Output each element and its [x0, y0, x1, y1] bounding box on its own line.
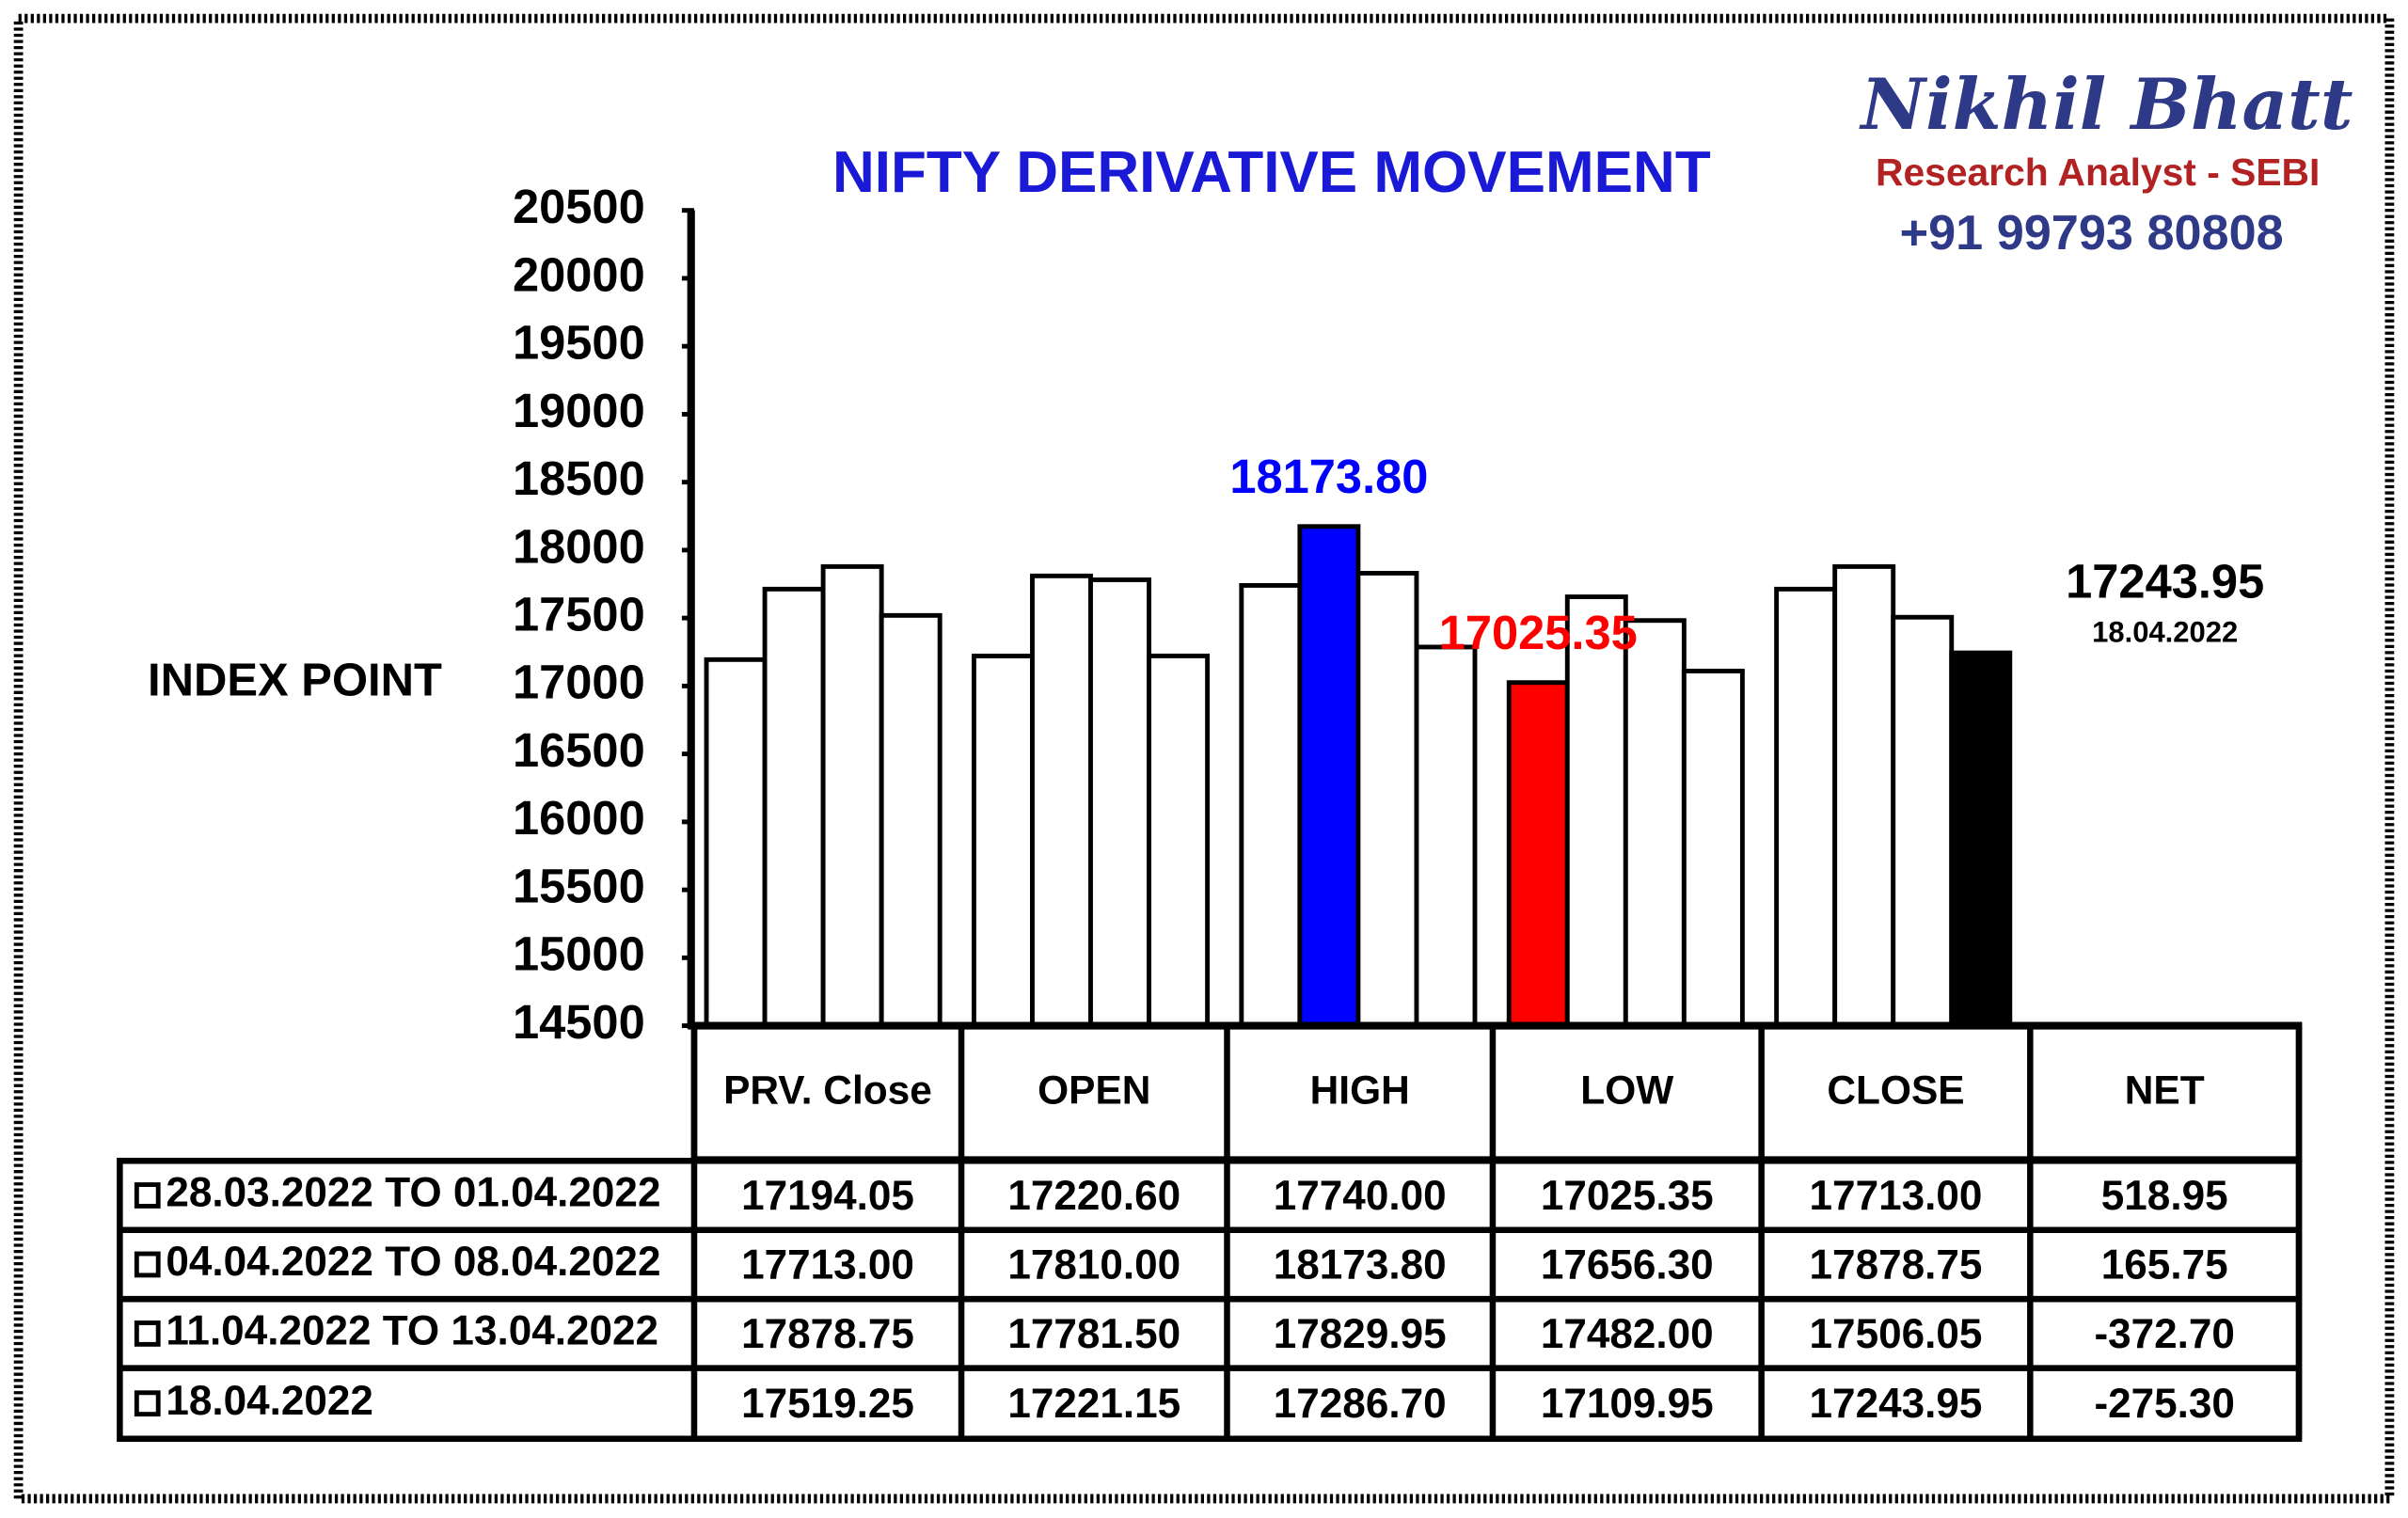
- bar: [1891, 614, 1955, 1029]
- bar: [704, 656, 768, 1029]
- bar: [1564, 594, 1628, 1029]
- y-axis-label: INDEX POINT: [148, 655, 442, 705]
- table-cell: 17482.00: [1541, 1311, 1714, 1357]
- bar: [879, 612, 943, 1029]
- bar: [1297, 524, 1361, 1029]
- table-cell: 17519.25: [741, 1381, 914, 1427]
- y-tick-label: 20000: [513, 247, 645, 301]
- table-cell: 17713.00: [741, 1241, 914, 1288]
- table-cell: 17221.15: [1007, 1381, 1180, 1427]
- table-cell: 17656.30: [1541, 1241, 1714, 1288]
- bar: [1506, 680, 1570, 1029]
- annotation: 18173.80: [1229, 450, 1428, 503]
- row-label: 04.04.2022 TO 08.04.2022: [166, 1239, 660, 1285]
- table-cell: 17713.00: [1810, 1173, 1983, 1219]
- bar: [1414, 644, 1478, 1029]
- bar: [971, 654, 1035, 1029]
- legend-marker: [134, 1320, 161, 1347]
- table-cell: 17810.00: [1007, 1241, 1180, 1288]
- y-tick-label: 16500: [513, 723, 645, 777]
- table-cell: 17829.95: [1274, 1311, 1447, 1357]
- column-header: CLOSE: [1827, 1068, 1964, 1113]
- column-header: PRV. Close: [723, 1068, 932, 1113]
- bar: [1088, 577, 1152, 1029]
- row-label: 11.04.2022 TO 13.04.2022: [166, 1308, 658, 1354]
- y-tick-label: 18000: [513, 519, 645, 573]
- bar: [820, 563, 884, 1029]
- y-tick-label: 17000: [513, 656, 645, 709]
- bar: [1774, 586, 1838, 1029]
- table-cell: 17781.50: [1007, 1311, 1180, 1357]
- bar: [1623, 618, 1687, 1029]
- bar: [762, 586, 826, 1029]
- table-cell: -372.70: [2094, 1311, 2235, 1357]
- table-cell: 17878.75: [1810, 1241, 1983, 1288]
- table-cell: 17878.75: [741, 1311, 914, 1357]
- legend-marker: [134, 1182, 161, 1209]
- table-cell: 165.75: [2101, 1241, 2228, 1288]
- chart-title: NIFTY DERIVATIVE MOVEMENT: [832, 140, 1711, 205]
- table-cell: 518.95: [2101, 1173, 2228, 1219]
- table-cell: 17109.95: [1541, 1381, 1714, 1427]
- annotation: 17025.35: [1439, 606, 1638, 659]
- bar: [1681, 669, 1745, 1029]
- annotation: 17243.95: [2066, 555, 2264, 609]
- table-cell: 17220.60: [1007, 1173, 1180, 1219]
- table-cell: 17506.05: [1810, 1311, 1983, 1357]
- y-tick-label: 18500: [513, 451, 645, 505]
- column-header: LOW: [1580, 1068, 1674, 1113]
- bar: [1832, 563, 1896, 1029]
- row-label: 28.03.2022 TO 01.04.2022: [166, 1170, 660, 1216]
- y-tick-label: 14500: [513, 995, 645, 1049]
- y-tick-label: 19000: [513, 384, 645, 437]
- table-cell: -275.30: [2094, 1381, 2235, 1427]
- y-tick-label: 20500: [513, 180, 645, 233]
- annotation-sub: 18.04.2022: [2092, 616, 2238, 649]
- column-header: NET: [2125, 1068, 2205, 1113]
- column-header: OPEN: [1038, 1068, 1150, 1113]
- table-cell: 17286.70: [1274, 1381, 1447, 1427]
- table-cell: 17194.05: [741, 1173, 914, 1219]
- brand-name: Nikhil Bhatt: [1859, 62, 2353, 146]
- y-tick-label: 17500: [513, 588, 645, 641]
- legend-marker: [134, 1251, 161, 1278]
- brand-role: Research Analyst - SEBI: [1876, 150, 2320, 194]
- bar: [1949, 650, 2013, 1029]
- column-header: HIGH: [1310, 1068, 1410, 1113]
- table-cell: 17740.00: [1274, 1173, 1447, 1219]
- y-tick-label: 15500: [513, 859, 645, 912]
- row-label: 18.04.2022: [166, 1378, 373, 1424]
- brand-phone: +91 99793 80808: [1900, 206, 2284, 261]
- legend-marker: [134, 1390, 161, 1417]
- bar: [1147, 653, 1211, 1029]
- y-tick-label: 15000: [513, 927, 645, 981]
- frame: [13, 13, 2395, 1504]
- bar: [1355, 571, 1419, 1029]
- bar: [1030, 573, 1093, 1029]
- y-tick-label: 16000: [513, 791, 645, 845]
- table-cell: 17243.95: [1810, 1381, 1983, 1427]
- y-tick-label: 19500: [513, 316, 645, 370]
- table-cell: 18173.80: [1274, 1241, 1447, 1288]
- table-cell: 17025.35: [1541, 1173, 1714, 1219]
- bar: [1239, 583, 1303, 1029]
